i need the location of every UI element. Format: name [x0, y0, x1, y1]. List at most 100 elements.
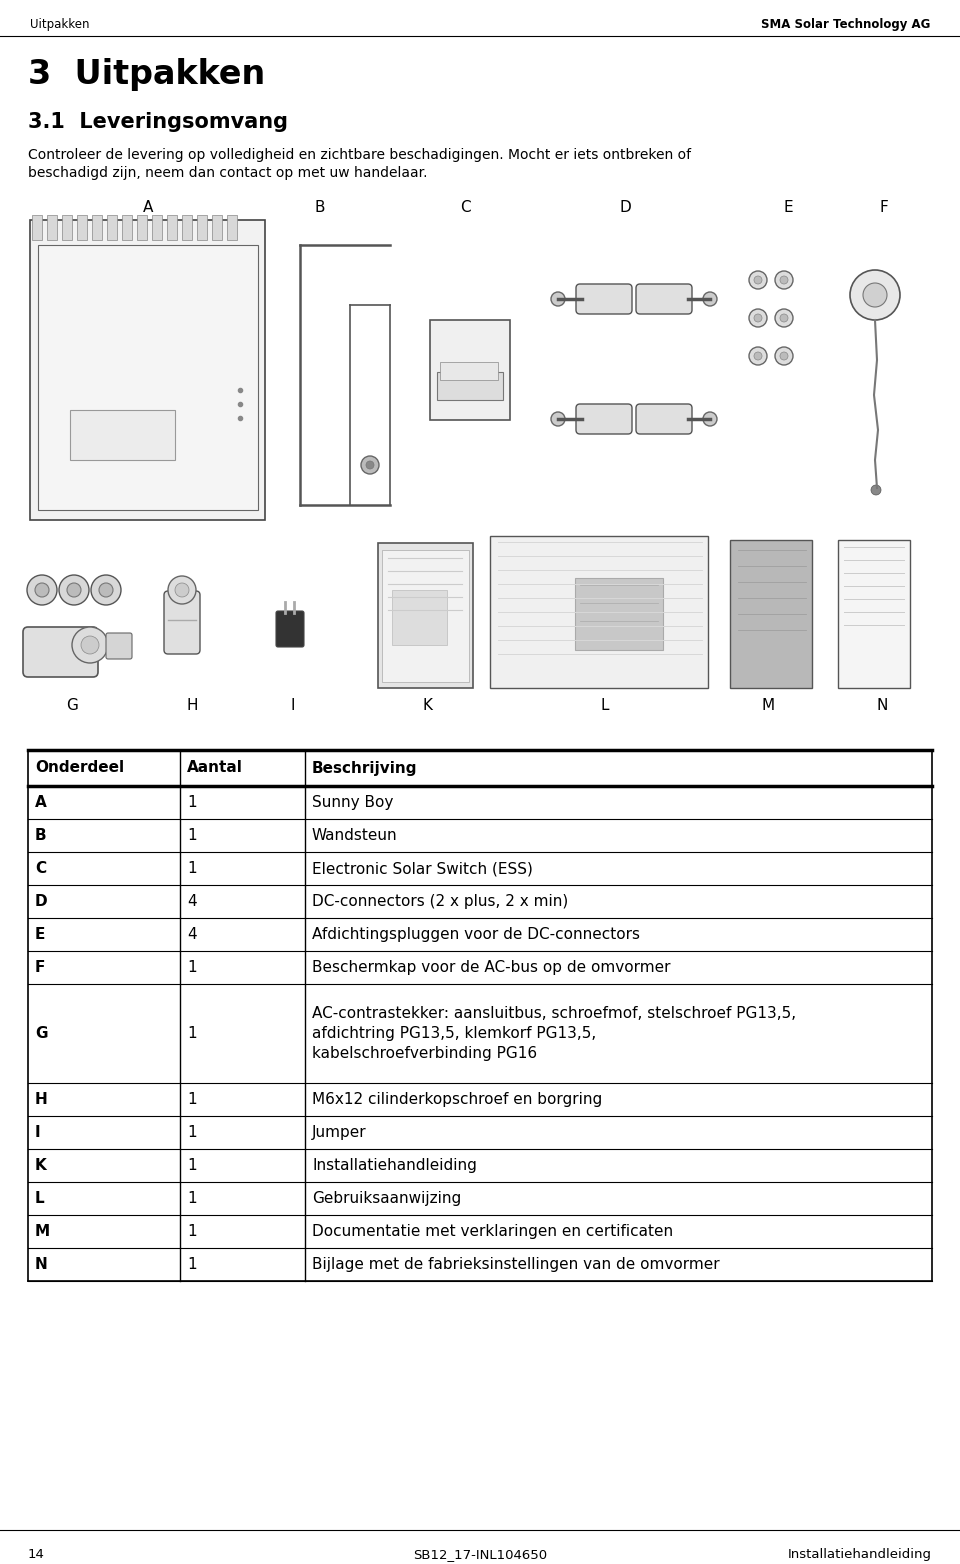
Circle shape — [366, 461, 374, 469]
Text: afdichtring PG13,5, klemkorf PG13,5,: afdichtring PG13,5, klemkorf PG13,5, — [312, 1026, 596, 1042]
Text: 1: 1 — [187, 1125, 197, 1140]
FancyBboxPatch shape — [378, 543, 473, 688]
Text: A: A — [143, 200, 154, 214]
Text: E: E — [783, 200, 793, 214]
Text: N: N — [876, 698, 888, 713]
Text: F: F — [35, 960, 45, 974]
FancyBboxPatch shape — [575, 579, 663, 651]
Circle shape — [749, 347, 767, 364]
Circle shape — [81, 637, 99, 654]
FancyBboxPatch shape — [838, 540, 910, 688]
FancyBboxPatch shape — [23, 627, 98, 677]
FancyBboxPatch shape — [38, 246, 258, 510]
Circle shape — [749, 271, 767, 289]
Text: Uitpakken: Uitpakken — [30, 19, 89, 31]
Text: 1: 1 — [187, 795, 197, 810]
Text: Gebruiksaanwijzing: Gebruiksaanwijzing — [312, 1192, 461, 1206]
FancyBboxPatch shape — [227, 214, 237, 239]
Circle shape — [754, 352, 762, 360]
Text: 3.1  Leveringsomvang: 3.1 Leveringsomvang — [28, 113, 288, 131]
FancyBboxPatch shape — [152, 214, 162, 239]
Circle shape — [871, 485, 881, 494]
Circle shape — [775, 347, 793, 364]
Text: B: B — [315, 200, 325, 214]
Text: Afdichtingspluggen voor de DC-connectors: Afdichtingspluggen voor de DC-connectors — [312, 927, 640, 942]
Circle shape — [863, 283, 887, 307]
FancyBboxPatch shape — [164, 591, 200, 654]
Text: 1: 1 — [187, 1092, 197, 1107]
Text: H: H — [35, 1092, 48, 1107]
Text: beschadigd zijn, neem dan contact op met uw handelaar.: beschadigd zijn, neem dan contact op met… — [28, 166, 427, 180]
Circle shape — [754, 314, 762, 322]
Text: B: B — [35, 827, 47, 843]
FancyBboxPatch shape — [77, 214, 87, 239]
Text: 14: 14 — [28, 1548, 45, 1561]
Text: I: I — [291, 698, 296, 713]
Text: N: N — [35, 1257, 48, 1272]
Text: SB12_17-INL104650: SB12_17-INL104650 — [413, 1548, 547, 1561]
Text: 1: 1 — [187, 827, 197, 843]
Text: 1: 1 — [187, 1157, 197, 1173]
Text: Sunny Boy: Sunny Boy — [312, 795, 394, 810]
Text: Bijlage met de fabrieksinstellingen van de omvormer: Bijlage met de fabrieksinstellingen van … — [312, 1257, 720, 1272]
Circle shape — [850, 271, 900, 321]
FancyBboxPatch shape — [47, 214, 57, 239]
Circle shape — [35, 583, 49, 597]
Text: Aantal: Aantal — [187, 760, 243, 776]
FancyBboxPatch shape — [276, 612, 304, 647]
Circle shape — [361, 457, 379, 474]
Text: Onderdeel: Onderdeel — [35, 760, 124, 776]
Text: Electronic Solar Switch (ESS): Electronic Solar Switch (ESS) — [312, 862, 533, 876]
Circle shape — [27, 576, 57, 605]
FancyBboxPatch shape — [437, 372, 503, 400]
Text: F: F — [879, 200, 888, 214]
Text: Wandsteun: Wandsteun — [312, 827, 397, 843]
Text: SMA Solar Technology AG: SMA Solar Technology AG — [760, 19, 930, 31]
FancyBboxPatch shape — [430, 321, 510, 421]
Text: Jumper: Jumper — [312, 1125, 367, 1140]
Circle shape — [551, 292, 565, 307]
FancyBboxPatch shape — [392, 590, 447, 644]
Text: 1: 1 — [187, 1225, 197, 1239]
Circle shape — [754, 275, 762, 285]
Text: C: C — [460, 200, 470, 214]
Circle shape — [775, 271, 793, 289]
Text: Installatiehandleiding: Installatiehandleiding — [788, 1548, 932, 1561]
FancyBboxPatch shape — [382, 551, 469, 682]
Text: I: I — [35, 1125, 40, 1140]
Text: Beschrijving: Beschrijving — [312, 760, 418, 776]
Text: 1: 1 — [187, 1257, 197, 1272]
Circle shape — [775, 310, 793, 327]
FancyBboxPatch shape — [122, 214, 132, 239]
FancyBboxPatch shape — [440, 361, 498, 380]
FancyBboxPatch shape — [167, 214, 177, 239]
FancyBboxPatch shape — [730, 540, 812, 688]
FancyBboxPatch shape — [576, 404, 632, 433]
Text: K: K — [35, 1157, 47, 1173]
Text: kabelschroefverbinding PG16: kabelschroefverbinding PG16 — [312, 1046, 538, 1060]
FancyBboxPatch shape — [30, 221, 265, 519]
Text: 1: 1 — [187, 960, 197, 974]
Circle shape — [780, 275, 788, 285]
FancyBboxPatch shape — [32, 214, 42, 239]
FancyBboxPatch shape — [62, 214, 72, 239]
Circle shape — [59, 576, 89, 605]
Circle shape — [91, 576, 121, 605]
Circle shape — [703, 292, 717, 307]
Circle shape — [749, 310, 767, 327]
Text: E: E — [35, 927, 45, 942]
Circle shape — [72, 627, 108, 663]
Text: Installatiehandleiding: Installatiehandleiding — [312, 1157, 477, 1173]
Circle shape — [780, 352, 788, 360]
Text: 1: 1 — [187, 1192, 197, 1206]
Text: H: H — [186, 698, 198, 713]
Circle shape — [67, 583, 81, 597]
Text: 3  Uitpakken: 3 Uitpakken — [28, 58, 265, 91]
Text: M: M — [761, 698, 775, 713]
FancyBboxPatch shape — [490, 536, 708, 688]
Text: K: K — [423, 698, 433, 713]
Text: L: L — [35, 1192, 44, 1206]
Text: Documentatie met verklaringen en certificaten: Documentatie met verklaringen en certifi… — [312, 1225, 673, 1239]
Text: DC-connectors (2 x plus, 2 x min): DC-connectors (2 x plus, 2 x min) — [312, 895, 568, 909]
FancyBboxPatch shape — [576, 285, 632, 314]
